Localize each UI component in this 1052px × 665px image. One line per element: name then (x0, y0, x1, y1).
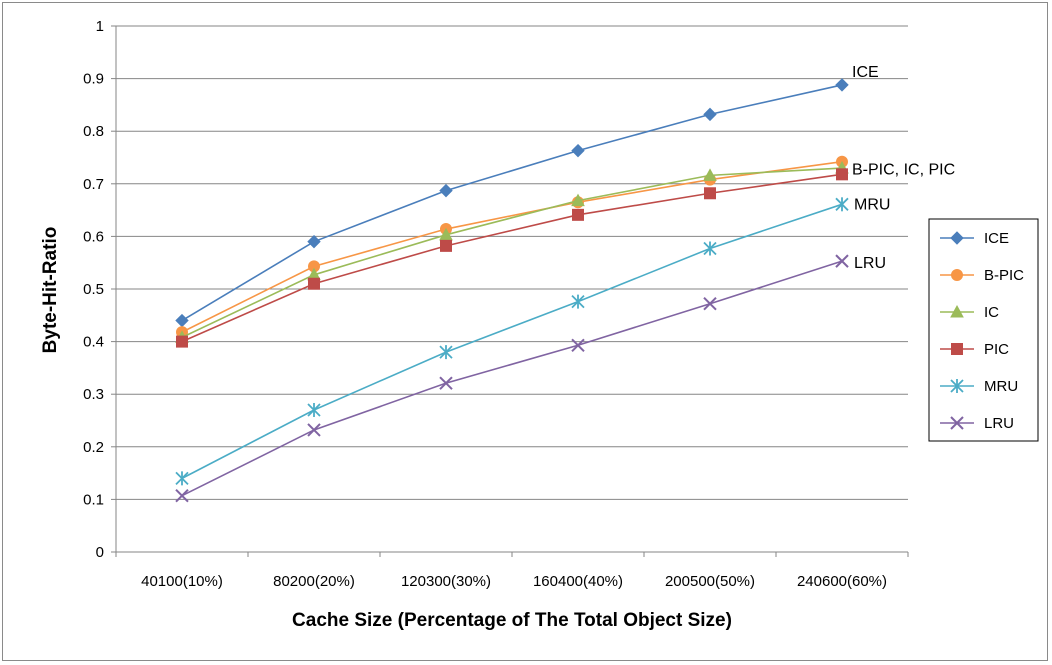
data-point (439, 183, 453, 198)
x-stroke (835, 254, 849, 268)
data-point (704, 187, 716, 200)
x-tick-label: 240600(60%) (797, 573, 887, 590)
data-point (439, 376, 453, 390)
series-lru (175, 254, 849, 503)
data-point (703, 297, 717, 311)
annotation: LRU (854, 255, 886, 272)
data-point (308, 277, 320, 290)
x-tick-labels: 40100(10%) 80200(20%) 120300(30%) 160400(40… (141, 573, 887, 590)
data-point (950, 379, 964, 393)
y-tick-label: 0.9 (83, 71, 104, 88)
y-tick-label: 0.4 (83, 334, 104, 351)
y-tick-label: 0.2 (83, 439, 104, 456)
data-point (703, 241, 717, 256)
data-point (571, 143, 585, 158)
annotation: MRU (854, 196, 890, 213)
legend-label: B-PIC (984, 267, 1024, 284)
y-tick-label: 0.8 (83, 123, 104, 140)
data-point (176, 335, 188, 348)
x-stroke (571, 338, 585, 352)
data-point (175, 471, 189, 486)
data-point (835, 254, 849, 268)
data-point (703, 107, 717, 122)
series-line (181, 84, 843, 322)
series-line (181, 167, 843, 339)
legend-entry: PIC (940, 341, 1009, 358)
data-point (950, 416, 964, 430)
annotations: ICE B-PIC, IC, PIC MRU LRU (852, 64, 955, 272)
x-stroke (175, 489, 189, 503)
series-pic (176, 168, 848, 348)
legend-entry: LRU (940, 415, 1014, 432)
legend-label: MRU (984, 378, 1018, 395)
data-point (835, 78, 849, 92)
data-point (951, 269, 963, 281)
data-point (835, 197, 849, 212)
axes (111, 25, 909, 557)
data-point (307, 402, 321, 417)
data-point (175, 489, 189, 503)
series-ice (175, 78, 849, 328)
x-stroke (950, 416, 964, 430)
data-point (175, 313, 189, 328)
series-line (181, 160, 843, 333)
series-group (175, 78, 849, 503)
legend-box (928, 218, 1039, 442)
legend-entry: IC (940, 304, 999, 321)
legend-entry: MRU (940, 378, 1018, 395)
x-tick-label: 120300(30%) (401, 573, 491, 590)
data-point (440, 239, 452, 252)
legend-label: IC (984, 304, 999, 321)
data-point (439, 345, 453, 360)
y-tick-label: 0.5 (83, 281, 104, 298)
y-tick-label: 0.7 (83, 176, 104, 193)
data-point (307, 234, 321, 249)
y-tick-label: 1 (96, 18, 104, 35)
legend-label: LRU (984, 415, 1014, 432)
annotation: ICE (852, 64, 879, 81)
x-tick-label: 200500(50%) (665, 573, 755, 590)
data-point (950, 231, 964, 245)
data-point (836, 168, 848, 181)
data-point (951, 343, 963, 355)
y-tick-label: 0 (96, 544, 104, 561)
y-axis-title: Byte-Hit-Ratio (40, 227, 61, 354)
y-tick-label: 0.3 (83, 386, 104, 403)
data-point (439, 227, 453, 241)
legend-entry: B-PIC (940, 267, 1024, 284)
data-point (950, 304, 964, 318)
data-point (571, 338, 585, 352)
x-tick-label: 80200(20%) (273, 573, 355, 590)
series-line (181, 260, 843, 497)
data-point (572, 208, 584, 221)
series-ic (175, 160, 849, 343)
x-stroke (307, 423, 321, 437)
data-point (307, 423, 321, 437)
x-stroke (439, 376, 453, 390)
legend-label: PIC (984, 341, 1009, 358)
x-tick-label: 40100(10%) (141, 573, 223, 590)
series-mru (175, 197, 849, 486)
data-point (571, 294, 585, 309)
data-point (571, 193, 585, 207)
annotation: B-PIC, IC, PIC (852, 162, 955, 179)
series-line (181, 173, 843, 343)
x-axis-title: Cache Size (Percentage of The Total Obje… (292, 610, 732, 631)
x-stroke (703, 297, 717, 311)
y-tick-label: 0.6 (83, 228, 104, 245)
legend-label: ICE (984, 230, 1009, 247)
data-point (703, 168, 717, 181)
series-line (181, 203, 843, 480)
x-tick-label: 160400(40%) (533, 573, 623, 590)
y-tick-labels: 0 0.1 0.2 0.3 0.4 0.5 0.6 0.7 0.8 0.9 1 (83, 18, 104, 561)
legend-entry: ICE (940, 230, 1009, 247)
legend: ICE B-PIC IC PIC MRU LRU (928, 218, 1039, 442)
y-tick-label: 0.1 (83, 491, 104, 508)
